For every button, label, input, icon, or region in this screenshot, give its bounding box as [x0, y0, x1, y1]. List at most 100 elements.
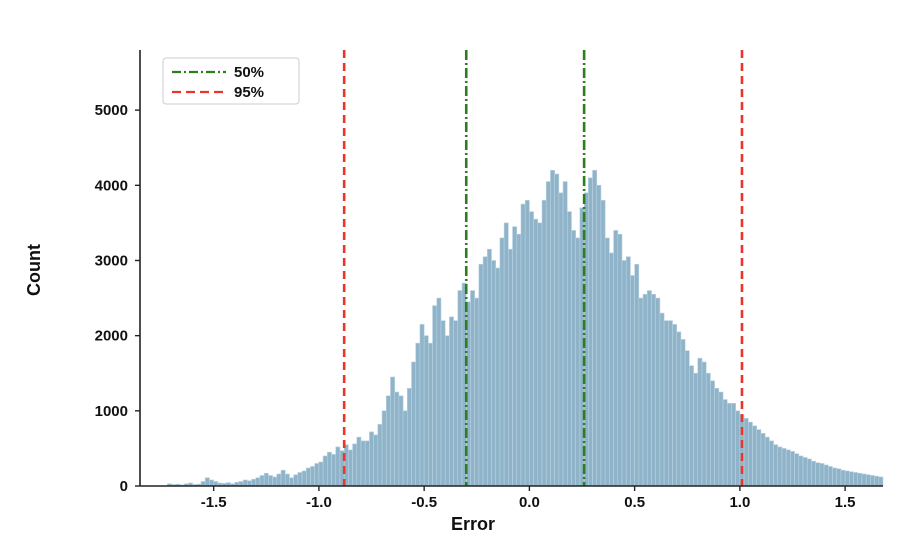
histogram-bar: [726, 403, 732, 487]
histogram-bar: [407, 387, 412, 487]
histogram-bar: [617, 233, 623, 487]
y-tick-label: 4000: [95, 177, 128, 194]
histogram-bar: [558, 192, 564, 487]
histogram-bar: [415, 342, 421, 487]
histogram-bar: [663, 320, 669, 487]
histogram-bar: [385, 395, 391, 487]
histogram-bar: [550, 169, 555, 487]
histogram-bar: [747, 421, 753, 487]
histogram-bar: [377, 424, 383, 487]
histogram-bar: [276, 473, 282, 487]
histogram-bar: [305, 467, 311, 487]
histogram-bar: [331, 454, 337, 487]
histogram-bar: [259, 475, 265, 487]
histogram-bar: [705, 372, 711, 487]
histogram-bar: [537, 222, 543, 487]
histogram-bar: [301, 470, 307, 487]
histogram-bar: [444, 335, 450, 487]
histogram-bar: [268, 475, 273, 487]
histogram-bar: [352, 443, 358, 487]
y-tick-label: 2000: [95, 328, 128, 345]
histogram-bar: [348, 449, 353, 487]
histogram-bar: [722, 399, 728, 487]
histogram-bar: [794, 453, 800, 487]
histogram-bars: [167, 169, 884, 487]
histogram-bar: [436, 297, 442, 487]
histogram-bar: [571, 230, 576, 487]
histogram-bar: [735, 410, 741, 487]
histogram-bar: [520, 203, 526, 487]
histogram-bar: [255, 477, 261, 487]
histogram-bar: [369, 431, 374, 487]
y-tick-label: 0: [120, 478, 128, 495]
histogram-bar: [289, 477, 294, 487]
histogram-bar: [495, 267, 501, 487]
histogram-bar: [204, 477, 210, 487]
y-axis-title: Count: [24, 244, 44, 296]
histogram-bar: [545, 181, 551, 487]
x-tick-label: -0.5: [411, 494, 437, 511]
histogram-bar: [209, 479, 214, 487]
histogram-bar: [411, 361, 417, 487]
histogram-bar: [272, 476, 278, 487]
y-axis-ticks: 0 1000 2000 3000 4000 5000: [95, 102, 140, 495]
histogram-bar: [335, 446, 341, 487]
histogram-bar: [790, 451, 795, 487]
histogram-bar: [710, 380, 715, 487]
x-tick-label: 0.5: [624, 494, 645, 511]
histogram-bar: [453, 320, 459, 487]
histogram-bar: [785, 449, 791, 487]
histogram-bar: [811, 460, 816, 487]
histogram-bar: [651, 294, 656, 487]
x-tick-label: -1.0: [306, 494, 332, 511]
histogram-bar: [280, 469, 286, 487]
histogram-bar: [861, 473, 867, 487]
reference-lines: [342, 50, 744, 486]
histogram-bar: [440, 320, 446, 487]
histogram-bar: [773, 444, 779, 487]
histogram-bar: [457, 290, 463, 487]
histogram-bar: [646, 290, 652, 487]
histogram-bar: [251, 478, 257, 487]
histogram-bar: [284, 473, 290, 487]
histogram-bar: [449, 316, 454, 487]
histogram-bar: [739, 414, 745, 487]
histogram-bar: [836, 468, 842, 487]
histogram-bar: [684, 350, 690, 487]
histogram-bar: [642, 294, 648, 487]
y-tick-label: 3000: [95, 252, 128, 269]
histogram-bar: [364, 440, 370, 487]
histogram-bar: [562, 181, 568, 487]
x-axis-ticks: -1.5 -1.0 -0.5 0.0 0.5 1.0 1.5: [201, 486, 856, 511]
histogram-bar: [781, 448, 787, 487]
histogram-bar: [512, 226, 518, 487]
histogram-bar: [508, 248, 513, 487]
histogram-bar: [731, 403, 736, 487]
histogram-bar: [394, 391, 400, 487]
histogram-bar: [423, 335, 429, 487]
histogram-bar: [428, 342, 433, 487]
histogram-bar: [672, 324, 678, 487]
histogram-bar: [756, 429, 762, 487]
histogram-bar: [865, 474, 871, 487]
histogram-bar: [832, 467, 837, 487]
histogram-bar: [701, 361, 707, 487]
histogram-bar: [327, 451, 332, 487]
histogram-bar: [634, 263, 640, 487]
histogram-bar: [798, 455, 804, 487]
histogram-bar: [874, 475, 880, 487]
histogram-bar: [381, 410, 387, 487]
histogram-bar: [592, 169, 598, 487]
histogram-bar: [470, 290, 475, 487]
histogram-bar: [752, 425, 758, 487]
histogram-bar: [764, 436, 770, 487]
y-tick-label: 5000: [95, 102, 128, 119]
histogram-bar: [263, 472, 269, 487]
histogram-bar: [714, 387, 720, 487]
histogram-bar: [870, 475, 875, 487]
histogram-bar: [743, 418, 749, 487]
histogram-bar: [697, 357, 703, 487]
histogram-bar: [402, 410, 408, 487]
histogram-bar: [318, 461, 324, 487]
